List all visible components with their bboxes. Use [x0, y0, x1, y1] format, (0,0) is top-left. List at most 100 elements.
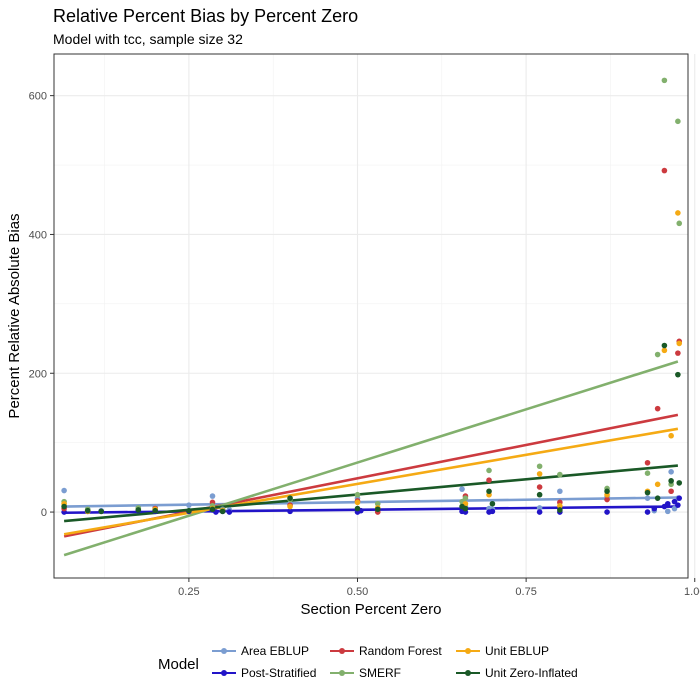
legend-key-post-stratified	[212, 667, 236, 679]
point-unit-eblup	[661, 347, 668, 354]
point-area-eblup	[61, 487, 67, 494]
point-unit-zero-inflated	[676, 480, 683, 486]
data-points	[61, 77, 683, 515]
point-unit-zero-inflated	[84, 507, 91, 514]
point-random-forest	[604, 496, 610, 503]
point-smerf	[557, 471, 563, 478]
point-post-stratified	[676, 495, 683, 501]
point-unit-zero-inflated	[219, 508, 226, 515]
legend-key-unit-eblup	[456, 645, 480, 657]
grid-lines	[54, 54, 696, 578]
point-unit-zero-inflated	[462, 505, 469, 512]
legend-item-unit-zero-inflated: Unit Zero-Inflated	[456, 666, 578, 680]
point-unit-eblup	[536, 471, 543, 477]
point-unit-zero-inflated	[61, 503, 67, 510]
chart-subtitle: Model with tcc, sample size 32	[53, 31, 243, 47]
trend-line-unit-eblup	[63, 427, 679, 536]
point-post-stratified	[671, 498, 678, 505]
x-tick-label: 0.25	[178, 586, 199, 598]
point-smerf	[661, 77, 668, 84]
trend-line-smerf	[63, 360, 679, 557]
point-random-forest	[644, 459, 651, 466]
point-post-stratified	[651, 505, 658, 512]
point-unit-zero-inflated	[644, 489, 651, 496]
chart-title: Relative Percent Bias by Percent Zero	[53, 6, 359, 26]
point-unit-zero-inflated	[209, 506, 216, 513]
y-axis-title: Percent Relative Absolute Bias	[6, 213, 23, 418]
x-axis-title: Section Percent Zero	[301, 601, 442, 618]
point-unit-eblup	[287, 503, 293, 510]
x-tick-label: 1.00	[684, 586, 700, 598]
point-smerf	[644, 470, 651, 477]
trend-line-unit-zero-inflated	[63, 464, 679, 523]
legend-key-smerf	[330, 667, 354, 679]
point-unit-zero-inflated	[486, 488, 492, 495]
point-smerf	[676, 220, 683, 227]
point-smerf	[536, 463, 543, 470]
legend-key-random-forest	[330, 645, 354, 657]
point-unit-zero-inflated	[186, 507, 192, 514]
point-random-forest	[668, 488, 674, 495]
point-area-eblup	[668, 469, 674, 475]
point-post-stratified	[536, 509, 543, 515]
legend-label: Random Forest	[359, 644, 442, 658]
point-unit-zero-inflated	[354, 505, 361, 512]
point-post-stratified	[644, 509, 651, 515]
x-tick-label: 0.50	[347, 586, 368, 598]
point-smerf	[654, 351, 661, 358]
legend-title: Model	[158, 656, 199, 673]
legend-item-unit-eblup: Unit EBLUP	[456, 644, 549, 658]
point-smerf	[374, 500, 381, 507]
point-unit-eblup	[675, 210, 681, 216]
point-smerf	[462, 495, 469, 501]
point-area-eblup	[671, 505, 678, 512]
legend-key-unit-zero-inflated	[456, 667, 480, 679]
point-smerf	[486, 467, 492, 474]
legend-label: SMERF	[359, 666, 401, 680]
x-tick-label: 0.75	[515, 586, 536, 598]
point-unit-eblup	[676, 340, 683, 347]
point-unit-zero-inflated	[287, 495, 293, 501]
point-smerf	[354, 491, 361, 498]
point-unit-zero-inflated	[152, 507, 158, 514]
point-post-stratified	[489, 508, 496, 515]
y-tick-label: 200	[29, 368, 47, 380]
point-random-forest	[536, 484, 543, 490]
panel-border	[53, 53, 689, 579]
point-area-eblup	[209, 493, 216, 499]
point-unit-zero-inflated	[604, 488, 610, 495]
point-post-stratified	[604, 509, 610, 515]
legend-item-post-stratified: Post-Stratified	[212, 666, 316, 680]
point-post-stratified	[287, 508, 293, 515]
point-area-eblup	[644, 495, 651, 501]
point-unit-eblup	[557, 503, 563, 509]
point-unit-zero-inflated	[536, 491, 543, 498]
point-post-stratified	[675, 502, 681, 508]
point-unit-eblup	[354, 499, 361, 506]
point-unit-zero-inflated	[668, 478, 674, 484]
point-area-eblup	[536, 505, 543, 511]
legend-key-area-eblup	[212, 645, 236, 657]
point-unit-zero-inflated	[374, 506, 381, 513]
point-random-forest	[486, 477, 492, 483]
point-area-eblup	[664, 508, 671, 515]
point-smerf	[675, 118, 681, 125]
point-area-eblup	[459, 486, 465, 492]
y-tick-label: 600	[29, 91, 47, 103]
point-unit-zero-inflated	[98, 508, 105, 515]
y-tick-label: 400	[29, 229, 47, 241]
trend-lines	[63, 360, 679, 557]
legend-label: Unit Zero-Inflated	[485, 666, 578, 680]
point-area-eblup	[186, 502, 192, 508]
point-unit-zero-inflated	[557, 507, 563, 513]
point-post-stratified	[226, 509, 233, 515]
point-unit-eblup	[654, 481, 661, 488]
point-unit-zero-inflated	[654, 495, 661, 501]
legend-label: Post-Stratified	[241, 666, 317, 680]
trend-line-area-eblup	[64, 496, 678, 508]
point-unit-eblup	[668, 432, 674, 439]
point-random-forest	[661, 167, 668, 174]
legend-item-random-forest: Random Forest	[330, 644, 442, 658]
point-unit-zero-inflated	[675, 371, 681, 378]
point-random-forest	[654, 405, 661, 412]
